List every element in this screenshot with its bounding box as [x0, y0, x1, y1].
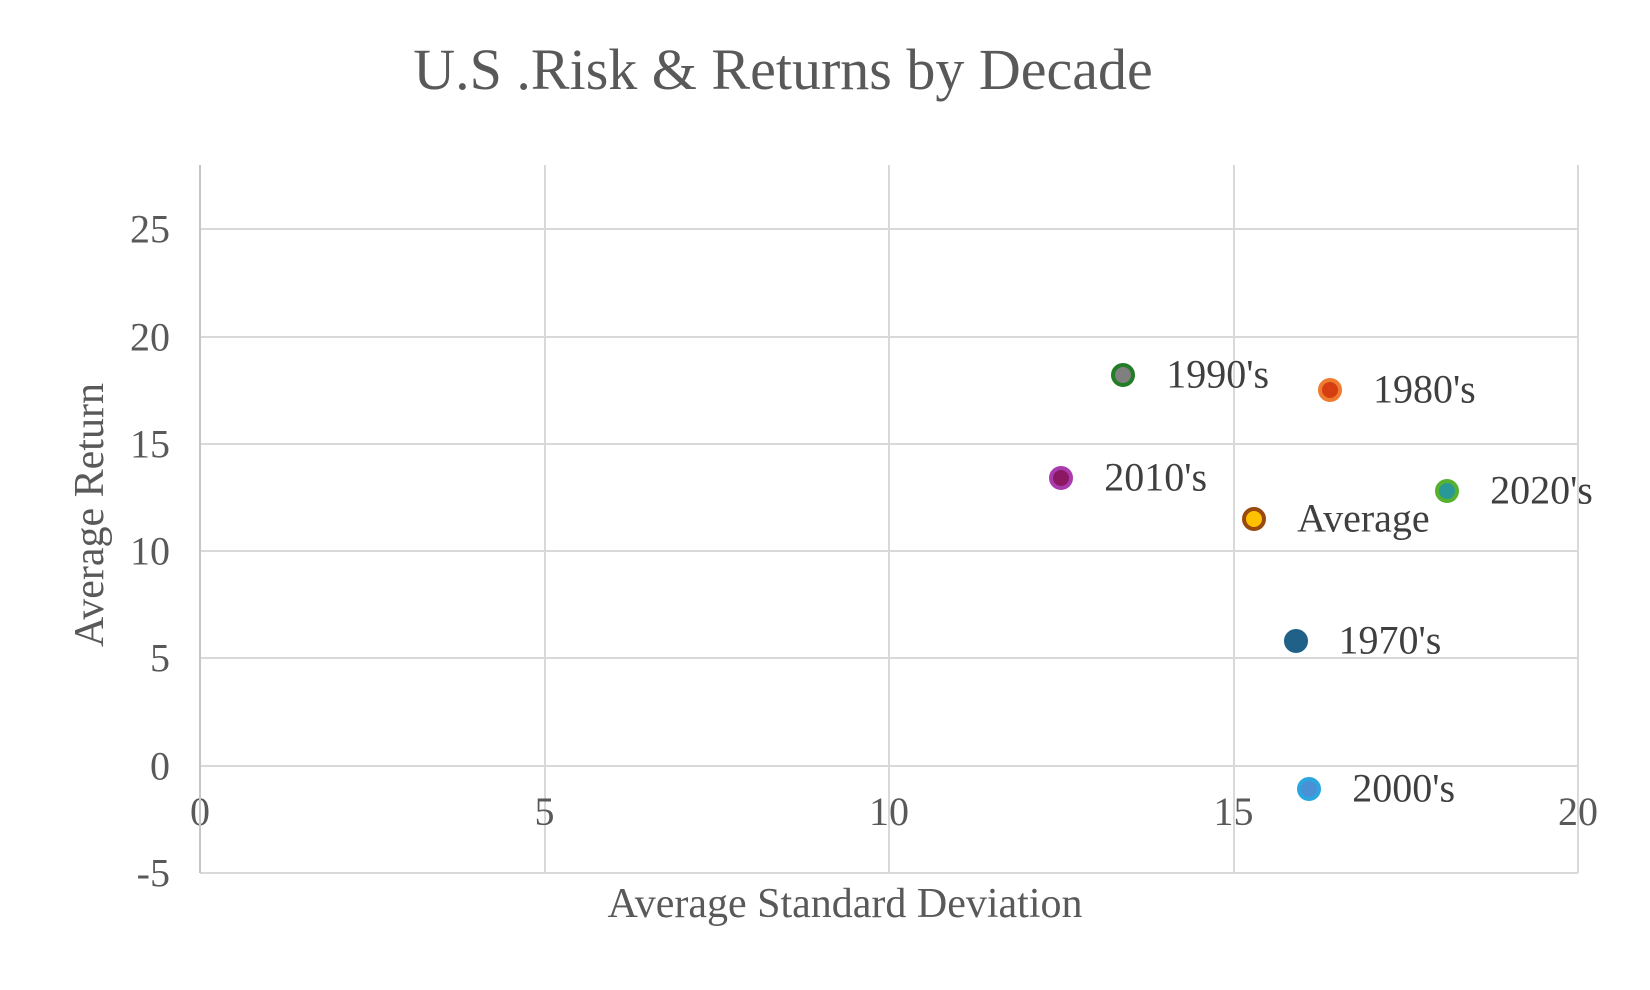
y-tick-label: 10	[130, 528, 170, 574]
data-point-label: Average	[1297, 495, 1430, 541]
y-axis-line	[199, 165, 201, 873]
y-tick-label: 15	[130, 421, 170, 467]
data-point-marker	[1283, 629, 1308, 654]
chart-title: U.S .Risk & Returns by Decade	[413, 37, 1153, 102]
x-tick-label: 5	[534, 788, 555, 834]
y-tick-label: -5	[136, 850, 170, 896]
y-tick-label: 20	[130, 314, 170, 360]
vertical-gridline	[888, 165, 890, 873]
data-point-label: 2010's	[1104, 454, 1208, 500]
x-axis-title: Average Standard Deviation	[607, 881, 1083, 927]
x-tick-label: 20	[1558, 788, 1598, 834]
vertical-gridline	[543, 165, 546, 873]
data-point-marker	[1049, 466, 1074, 491]
x-tick-label: 15	[1213, 788, 1254, 834]
vertical-gridline	[1577, 165, 1579, 873]
data-point-marker	[1297, 777, 1322, 802]
data-point-label: 1970's	[1338, 617, 1442, 663]
data-point-marker	[1317, 378, 1342, 403]
data-point-label: 1990's	[1166, 351, 1270, 397]
horizontal-gridline	[200, 872, 1578, 874]
data-point-label: 2020's	[1490, 467, 1593, 513]
data-point-label: 2000's	[1352, 765, 1456, 811]
x-tick-label: 10	[869, 788, 909, 834]
data-point-marker	[1111, 363, 1136, 388]
data-point-marker	[1435, 479, 1460, 504]
vertical-gridline	[1232, 165, 1235, 873]
y-tick-label: 0	[150, 743, 170, 789]
data-point-marker	[1242, 507, 1267, 531]
y-tick-label: 25	[130, 206, 170, 252]
y-tick-label: 5	[150, 635, 170, 681]
data-point-label: 1980's	[1372, 366, 1476, 412]
